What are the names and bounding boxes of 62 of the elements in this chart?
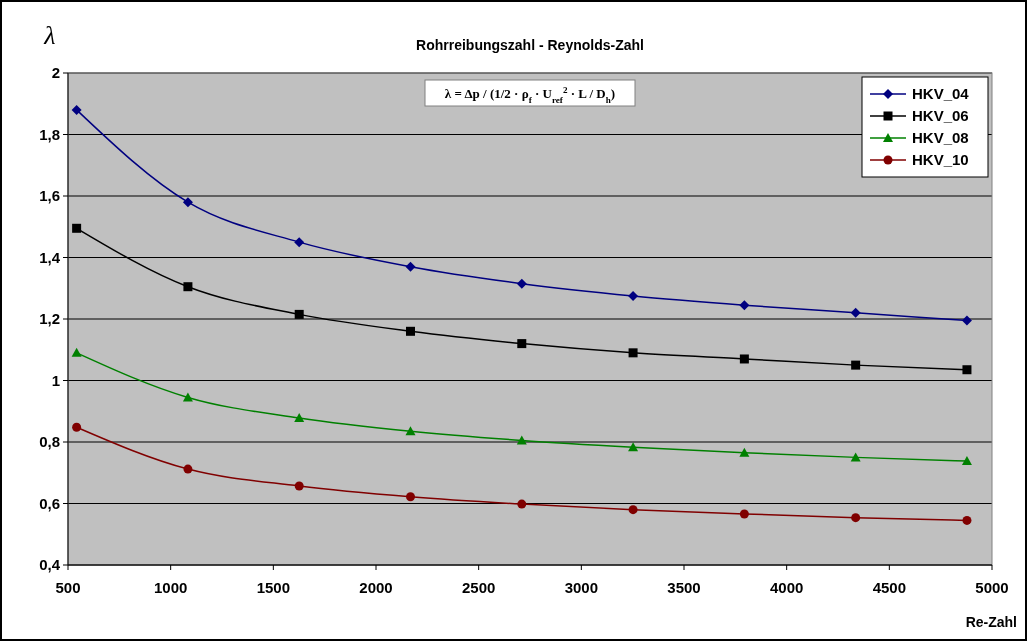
- y-tick-label: 1,6: [39, 187, 60, 205]
- point: [182, 392, 193, 402]
- point: [294, 309, 304, 319]
- point: [962, 365, 972, 375]
- x-tick-label: 4500: [872, 579, 907, 596]
- point: [962, 515, 972, 525]
- point: [739, 300, 750, 311]
- x-tick-label: 2000: [359, 579, 393, 596]
- x-tick-label: 3000: [564, 579, 599, 596]
- point: [517, 339, 527, 349]
- point: [739, 447, 750, 457]
- point: [850, 452, 861, 462]
- point: [183, 282, 193, 292]
- x-tick-label: 500: [55, 579, 81, 596]
- y-tick-label: 0,8: [39, 433, 60, 451]
- point: [71, 104, 82, 115]
- point: [739, 509, 749, 519]
- y-tick-label: 1,4: [39, 248, 61, 266]
- y-axis-title: λ: [43, 21, 56, 50]
- point: [961, 315, 972, 326]
- point: [406, 326, 415, 336]
- point: [516, 278, 527, 289]
- y-tick-label: 2: [51, 64, 60, 82]
- chart-title: Rohrreibungszahl - Reynolds-Zahl: [416, 37, 644, 53]
- point: [182, 197, 193, 208]
- point: [294, 481, 304, 491]
- point: [405, 261, 416, 272]
- point: [72, 223, 82, 233]
- x-tick-label: 4000: [769, 579, 804, 596]
- y-tick-label: 0,6: [39, 494, 60, 512]
- legend-label: HKV_10: [912, 151, 969, 169]
- point: [406, 492, 415, 502]
- point: [405, 426, 416, 436]
- point: [739, 354, 749, 364]
- legend-label: HKV_04: [912, 85, 970, 103]
- point: [294, 237, 305, 248]
- point: [628, 290, 639, 301]
- x-tick-label: 1000: [153, 579, 188, 596]
- y-tick-label: 0,4: [39, 556, 61, 574]
- x-tick-label: 5000: [975, 579, 1009, 596]
- legend-label: HKV_06: [912, 107, 969, 125]
- y-tick-label: 1,2: [39, 310, 60, 328]
- point: [72, 422, 82, 432]
- point: [961, 456, 972, 466]
- point: [628, 348, 638, 358]
- point: [628, 505, 638, 515]
- x-axis-title: Re-Zahl: [965, 614, 1017, 630]
- x-tick-label: 2500: [461, 579, 496, 596]
- y-tick-label: 1: [51, 371, 60, 389]
- point: [71, 347, 82, 357]
- legend-label: HKV_08: [912, 129, 969, 147]
- point: [851, 513, 861, 523]
- point: [628, 442, 639, 452]
- point: [294, 413, 305, 423]
- y-tick-label: 1,8: [39, 125, 60, 143]
- x-tick-label: 3500: [667, 579, 701, 596]
- x-tick-label: 1500: [256, 579, 291, 596]
- point: [851, 360, 861, 370]
- point: [850, 307, 861, 318]
- point: [517, 499, 527, 509]
- point: [183, 464, 193, 474]
- annotation: λ = Δp / (1/2 · ρ$_{f}$ · U$_{ref}$$^{2}$ · L / D$_{h}$): [444, 85, 616, 105]
